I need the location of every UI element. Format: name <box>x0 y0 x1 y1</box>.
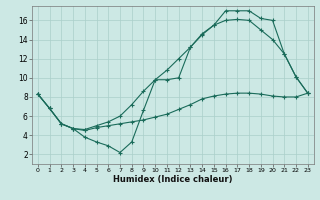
X-axis label: Humidex (Indice chaleur): Humidex (Indice chaleur) <box>113 175 233 184</box>
